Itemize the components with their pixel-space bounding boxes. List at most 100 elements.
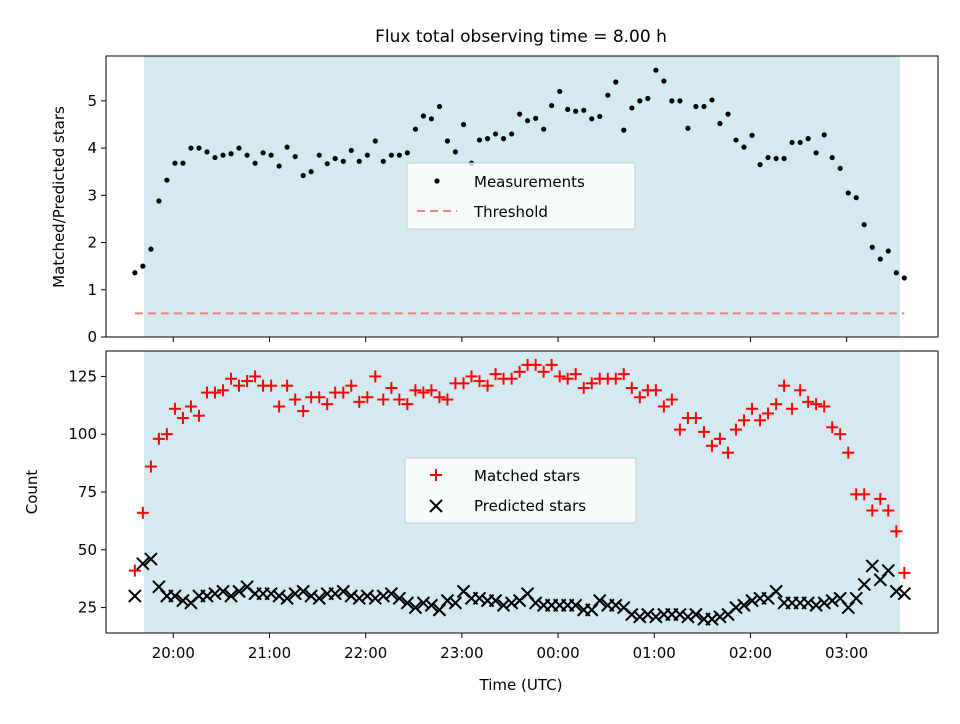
- predicted-star-point: [392, 591, 407, 606]
- measurement-point: [428, 116, 434, 122]
- measurement-point: [701, 103, 707, 110]
- matched-star-point: [385, 381, 398, 394]
- measurement-point: [324, 161, 330, 167]
- predicted-star-point: [312, 591, 326, 606]
- measurement-point: [180, 160, 186, 166]
- predicted-star-point: [448, 596, 463, 610]
- matched-star-point: [433, 391, 446, 404]
- measurement-point: [901, 275, 907, 281]
- bottom-y-tick-label: 50: [78, 541, 97, 559]
- measurement-point: [773, 155, 779, 162]
- matched-star-point: [874, 492, 887, 505]
- bottom-y-tick-label: 75: [78, 483, 97, 501]
- predicted-star-point: [440, 593, 455, 608]
- predicted-star-point: [729, 600, 743, 615]
- measurement-point: [557, 88, 563, 95]
- matched-star-point: [834, 428, 847, 441]
- matched-star-point: [722, 446, 735, 459]
- top-x-ticks: [172, 337, 848, 342]
- measurement-point: [877, 256, 883, 262]
- predicted-star-point: [625, 607, 639, 622]
- measurement-point: [789, 139, 795, 146]
- matched-star-point: [208, 386, 221, 399]
- top-panel: 0 1 2 3 4 5 Matched/Predicted stars Measureme…: [50, 55, 939, 346]
- measurement-point: [476, 137, 483, 143]
- measurement-point: [276, 163, 282, 169]
- matched-star-point: [176, 412, 189, 425]
- matched-star-point: [609, 372, 622, 385]
- measurement-point: [653, 67, 659, 73]
- matched-star-point: [337, 386, 350, 399]
- predicted-star-point: [416, 596, 431, 610]
- measurement-point: [797, 139, 803, 146]
- measurement-point: [268, 152, 274, 158]
- matched-star-point: [665, 393, 678, 406]
- legend-matched-label: Matched stars: [474, 467, 580, 485]
- predicted-star-point: [264, 586, 278, 601]
- matched-star-point: [882, 504, 895, 517]
- legend-measurements-label: Measurements: [474, 173, 585, 191]
- matched-star-point: [657, 400, 670, 413]
- predicted-star-point: [633, 610, 647, 624]
- matched-star-point: [561, 372, 574, 385]
- measurement-point: [204, 149, 210, 155]
- predicted-star-point: [825, 593, 839, 608]
- matched-star-point: [802, 395, 815, 408]
- x-axis-label: Time (UTC): [479, 676, 563, 694]
- measurement-point: [629, 105, 635, 111]
- measurement-point: [765, 154, 771, 161]
- matched-star-point: [425, 384, 438, 397]
- measurement-point: [516, 111, 523, 117]
- measurement-point: [821, 132, 827, 138]
- top-axes-frame: [105, 55, 939, 338]
- predicted-star-point: [200, 589, 214, 603]
- matched-star-point: [168, 402, 181, 415]
- top-y-tick-label: 5: [87, 92, 97, 110]
- matched-star-point: [297, 405, 310, 418]
- matched-star-point: [233, 379, 246, 392]
- predicted-star-point: [528, 596, 543, 610]
- measurement-point: [893, 270, 899, 276]
- measurement-point: [661, 78, 667, 84]
- measurement-point: [589, 116, 595, 122]
- bottom-x-ticks: 20:00 21:00 22:00 23:00 00:00 01:00 02:00 03:00: [152, 633, 868, 662]
- measurement-point: [861, 222, 867, 228]
- measurement-point: [228, 151, 234, 157]
- matched-star-point: [225, 372, 238, 385]
- legend-predicted-label: Predicted stars: [474, 497, 586, 515]
- matched-star-point: [810, 398, 823, 411]
- measurement-point: [444, 138, 451, 144]
- matched-star-point: [858, 488, 871, 501]
- predicted-star-point: [705, 612, 719, 626]
- matched-star-point: [313, 391, 326, 404]
- measurement-point: [541, 126, 547, 132]
- measurement-point: [733, 137, 739, 143]
- predicted-star-point: [128, 589, 142, 603]
- measurement-point: [492, 131, 499, 137]
- matched-star-point: [160, 428, 173, 441]
- predicted-star-point: [232, 584, 246, 599]
- measurement-point: [837, 165, 843, 171]
- predicted-star-point: [817, 596, 831, 610]
- predicted-star-point: [400, 596, 415, 610]
- measurement-point: [196, 145, 202, 151]
- measurement-point: [500, 136, 507, 142]
- matched-star-point: [778, 379, 791, 392]
- measurement-point: [452, 149, 459, 155]
- bottom-series-points: [128, 358, 912, 626]
- matched-star-point: [505, 372, 518, 385]
- predicted-star-point: [889, 584, 904, 599]
- matched-star-point: [361, 391, 374, 404]
- top-legend: Measurements Threshold: [406, 162, 636, 230]
- predicted-star-point: [673, 607, 687, 622]
- measurement-point: [436, 103, 443, 110]
- measurement-point: [132, 270, 138, 276]
- measurement-point: [412, 126, 419, 132]
- x-tick-label: 02:00: [729, 644, 772, 662]
- chart-title: Flux total observing time = 8.00 h: [375, 27, 667, 47]
- bottom-y-tick-label: 125: [68, 367, 97, 385]
- predicted-star-point: [593, 593, 607, 608]
- matched-star-point: [369, 370, 382, 383]
- matched-star-point: [273, 400, 286, 413]
